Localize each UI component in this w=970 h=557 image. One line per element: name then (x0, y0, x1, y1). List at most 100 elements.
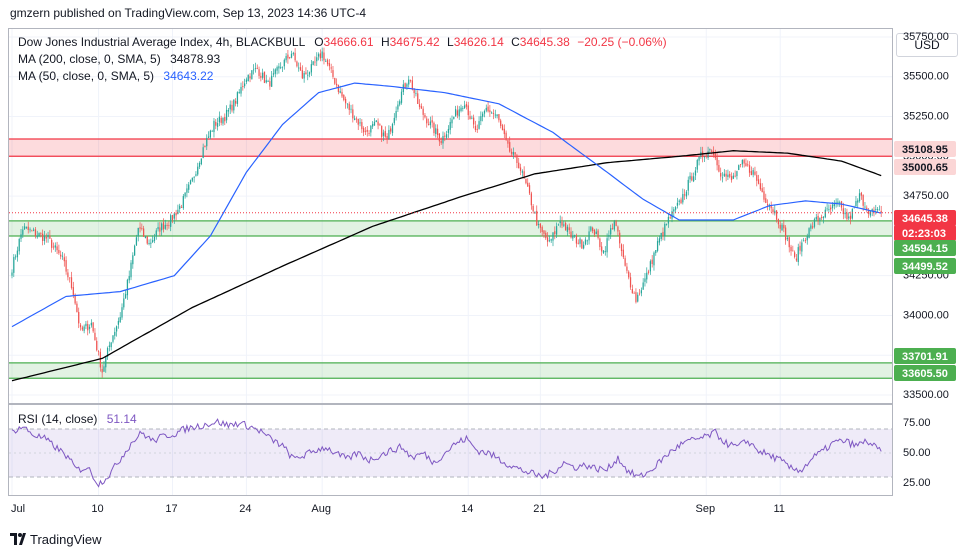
candle-body (445, 134, 448, 138)
candle-body (33, 229, 35, 231)
candle-body (222, 117, 224, 124)
candle-body (765, 198, 767, 203)
price-pane[interactable] (8, 28, 893, 404)
candle-body (660, 232, 662, 240)
rsi-legend[interactable]: RSI (14, close) 51.14 (18, 412, 137, 426)
candle-body (128, 276, 130, 281)
candle-body (601, 246, 603, 252)
candle-body (14, 256, 17, 258)
candle-body (381, 125, 383, 137)
candle-body (658, 238, 661, 243)
candle-body (49, 235, 51, 239)
candle-body (564, 222, 567, 231)
candle-body (469, 116, 471, 120)
candle-body (720, 173, 722, 177)
tradingview-logo-icon (10, 533, 26, 545)
candle-body (411, 80, 413, 90)
candle-body (530, 193, 532, 206)
candle-body (597, 230, 599, 238)
currency-button[interactable]: USD (896, 33, 958, 57)
time-tick-label: 17 (165, 503, 177, 515)
price-marker-bg (894, 365, 956, 381)
candle-body (568, 227, 570, 231)
candle-body (830, 207, 832, 210)
candle-body (846, 212, 848, 220)
candle-body (738, 165, 740, 170)
candle-body (813, 219, 816, 227)
candle-body (684, 194, 686, 196)
candle-body (184, 192, 186, 197)
candle-body (606, 238, 608, 253)
candle-body (335, 83, 338, 86)
ma200-legend[interactable]: MA (200, close, 0, SMA, 5) 34878.93 (18, 52, 220, 66)
candle-body (182, 196, 184, 209)
published-caption: gmzern published on TradingView.com, Sep… (10, 6, 366, 20)
rsi-pane[interactable] (8, 404, 893, 496)
candle-body (63, 257, 65, 262)
price-tick-label: 34250.00 (903, 270, 949, 282)
candle-body (388, 129, 390, 140)
candle-body (213, 120, 215, 133)
candle-body (103, 366, 105, 372)
candle-body (224, 117, 226, 122)
candle-body (265, 80, 267, 83)
candle-body (408, 79, 410, 85)
price-tick-label: 34750.00 (903, 190, 949, 202)
candle-body (617, 226, 619, 232)
symbol-title[interactable]: Dow Jones Industrial Average Index, 4h, … (18, 35, 305, 49)
candle-body (159, 227, 161, 232)
candle-body (191, 177, 193, 181)
candle-body (290, 53, 293, 58)
candle-body (23, 226, 26, 230)
candle-body (754, 171, 756, 175)
candle-body (11, 272, 13, 276)
candle-body (876, 209, 879, 210)
candle-body (319, 53, 321, 59)
candle-body (604, 251, 606, 252)
candle-body (289, 57, 291, 58)
candle-body (505, 132, 507, 140)
candle-body (763, 191, 765, 200)
candle-body (427, 124, 430, 125)
candle-body (696, 160, 698, 170)
time-tick-label: 11 (774, 503, 785, 515)
candle-body (393, 117, 395, 124)
candle-body (256, 67, 258, 69)
ma50-legend[interactable]: MA (50, close, 0, SMA, 5) 34643.22 (18, 69, 213, 83)
rsi-chart-svg[interactable] (9, 405, 892, 495)
candle-body (721, 177, 724, 179)
candle-body (193, 177, 195, 178)
candle-body (204, 145, 206, 147)
price-chart-svg[interactable] (9, 29, 892, 403)
candle-body (550, 239, 552, 241)
candle-body (238, 92, 240, 94)
candle-body (537, 223, 540, 225)
candle-body (620, 244, 623, 251)
candle-body (312, 61, 314, 65)
tradingview-footer[interactable]: TradingView (10, 532, 102, 547)
candle-body (200, 158, 202, 164)
candle-body (227, 109, 230, 112)
candle-body (848, 216, 850, 219)
candle-body (76, 303, 78, 313)
price-marker-bg (894, 141, 956, 157)
candle-body (799, 245, 801, 251)
price-tick-label: 33500.00 (903, 389, 949, 401)
price-tick-label: 33750.00 (903, 349, 949, 361)
candle-body (649, 261, 652, 272)
candle-body (792, 250, 794, 252)
candle-body (38, 233, 40, 237)
candle-body (880, 210, 882, 213)
candle-body (433, 122, 435, 134)
time-tick-label: 24 (239, 503, 251, 515)
candle-body (622, 249, 624, 258)
candle-body (687, 179, 689, 191)
candle-body (287, 54, 289, 59)
candle-body (350, 108, 352, 110)
candle-body (52, 246, 55, 248)
candle-body (716, 157, 718, 166)
candle-body (555, 226, 558, 235)
price-marker-label: 34594.15 (902, 243, 948, 255)
candle-body (280, 67, 282, 69)
candle-body (431, 120, 433, 123)
